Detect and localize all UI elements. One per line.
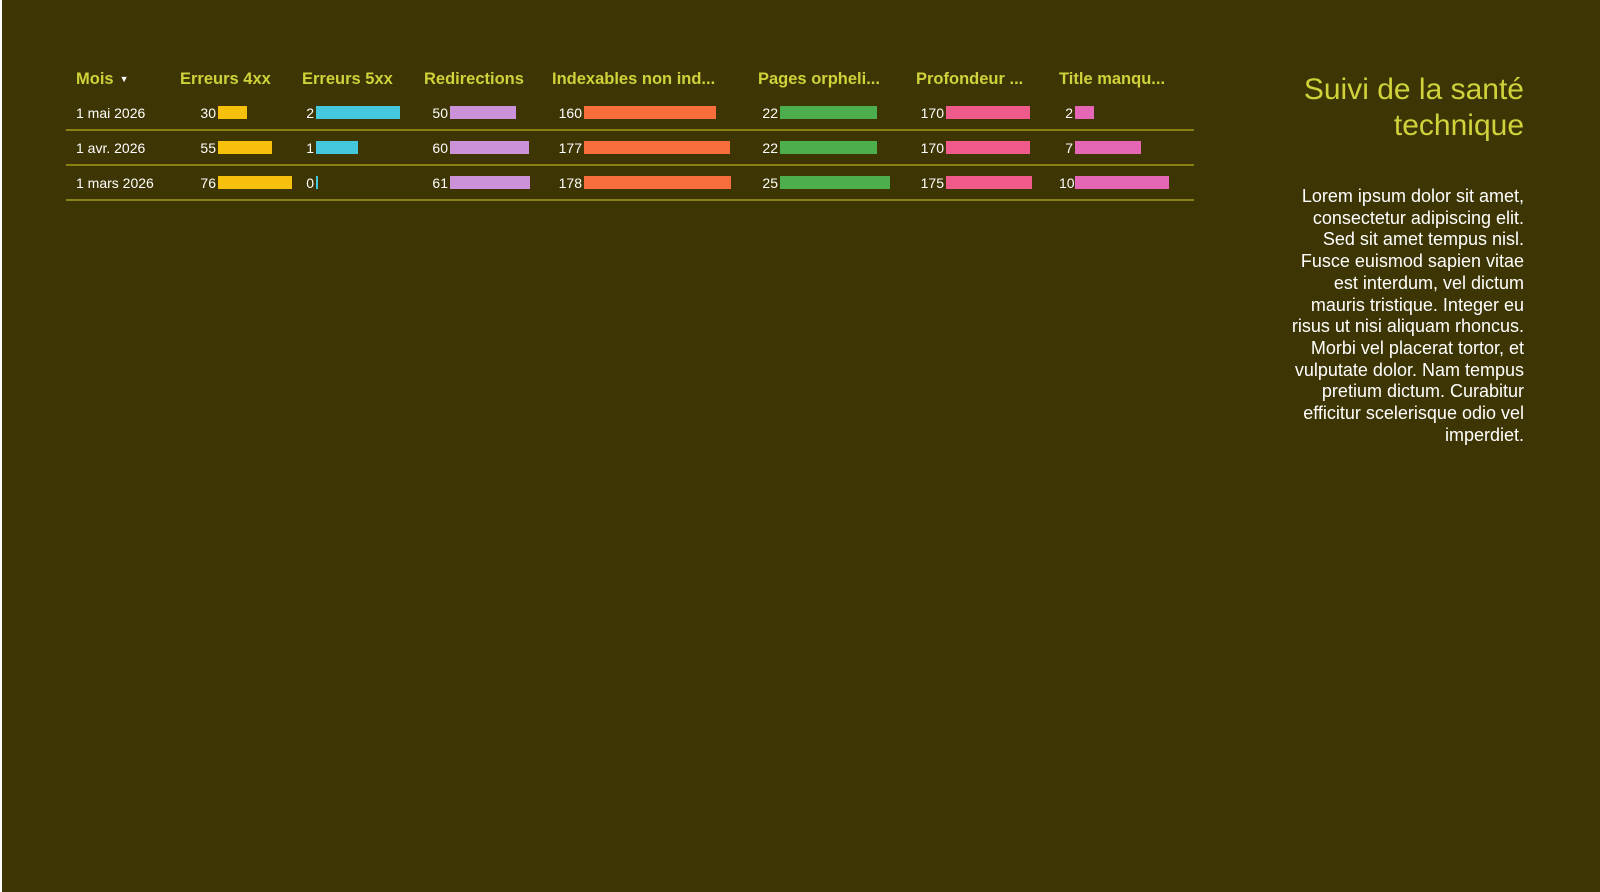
column-header-3[interactable]: Redirections: [414, 62, 542, 96]
column-header-label: Mois: [76, 69, 114, 88]
metric-cell: 22: [748, 96, 906, 131]
column-header-label: Title manqu...: [1059, 69, 1166, 88]
column-header-6[interactable]: Profondeur ...: [906, 62, 1049, 96]
data-label: 25: [762, 174, 778, 191]
table-row[interactable]: 1 mai 2026 30 2 50 160 22 170 2: [66, 96, 1194, 131]
column-header-label: Erreurs 4xx: [180, 69, 271, 88]
data-bar: [1075, 176, 1169, 189]
data-label: 22: [762, 139, 778, 156]
table-row[interactable]: 1 avr. 2026 55 1 60 177 22 170 7: [66, 130, 1194, 166]
data-bar: [450, 106, 516, 119]
metric-cell: 170: [906, 130, 1049, 166]
data-label: 175: [920, 174, 944, 191]
data-label: 50: [432, 104, 448, 121]
data-bar: [218, 176, 292, 189]
data-label: 30: [200, 104, 216, 121]
data-bar: [946, 106, 1030, 119]
month-cell: 1 mars 2026: [66, 165, 170, 201]
data-label: 178: [558, 174, 582, 191]
column-header-label: Pages orpheli...: [758, 69, 880, 88]
column-header-label: Erreurs 5xx: [302, 69, 393, 88]
column-header-7[interactable]: Title manqu...: [1049, 62, 1194, 96]
data-bar: [316, 176, 318, 189]
data-bar: [780, 106, 877, 119]
data-label: 170: [920, 104, 944, 121]
metric-cell: 7: [1049, 130, 1194, 166]
data-label: 2: [1065, 104, 1073, 121]
metric-cell: 60: [414, 130, 542, 166]
metric-cell: 10: [1049, 165, 1194, 201]
metric-cell: 30: [170, 96, 292, 131]
column-header-2[interactable]: Erreurs 5xx: [292, 62, 414, 96]
column-header-label: Indexables non ind...: [552, 69, 716, 88]
metric-cell: 22: [748, 130, 906, 166]
panel-title: Suivi de la santé technique: [1303, 73, 1524, 142]
data-bar: [584, 176, 731, 189]
data-label: 55: [200, 139, 216, 156]
metric-cell: 0: [292, 165, 414, 201]
data-bar: [584, 141, 731, 154]
metric-cell: 175: [906, 165, 1049, 201]
metric-cell: 61: [414, 165, 542, 201]
column-header-label: Redirections: [424, 69, 524, 88]
data-bar: [1075, 141, 1141, 154]
month-cell: 1 avr. 2026: [66, 130, 170, 166]
table-body: 1 mai 2026 30 2 50 160 22 170 2 1 avr. 2026 55 1 60…: [66, 96, 1194, 201]
data-label: 2: [306, 104, 314, 121]
data-bar: [316, 141, 358, 154]
data-bar: [218, 141, 272, 154]
column-header-4[interactable]: Indexables non ind...: [542, 62, 748, 96]
data-bar: [450, 176, 530, 189]
data-label: 177: [558, 139, 582, 156]
data-bar: [1075, 106, 1094, 119]
metric-cell: 160: [542, 96, 748, 131]
metric-cell: 2: [1049, 96, 1194, 131]
data-bar: [450, 141, 529, 154]
data-bar: [780, 176, 890, 189]
metric-cell: 25: [748, 165, 906, 201]
data-table: Mois ▼ Erreurs 4xx Erreurs 5xx Redirections I…: [66, 62, 1194, 201]
metric-cell: 55: [170, 130, 292, 166]
column-header-month[interactable]: Mois ▼: [66, 62, 170, 96]
data-bar: [218, 106, 248, 119]
metric-cell: 170: [906, 96, 1049, 131]
panel-description: Lorem ipsum dolor sit amet, consectetur …: [1291, 186, 1524, 445]
metric-cell: 177: [542, 130, 748, 166]
data-bar: [946, 176, 1032, 189]
metric-cell: 76: [170, 165, 292, 201]
data-label: 0: [306, 174, 314, 191]
sort-descending-icon[interactable]: ▼: [119, 73, 129, 84]
data-bar: [946, 141, 1030, 154]
data-bar: [780, 141, 877, 154]
health-table: Mois ▼ Erreurs 4xx Erreurs 5xx Redirections I…: [66, 62, 1194, 201]
data-label: 76: [200, 174, 216, 191]
data-label: 60: [432, 139, 448, 156]
table-row[interactable]: 1 mars 2026 76 0 61 178 25 175 10: [66, 165, 1194, 201]
window-edge: [0, 0, 2, 892]
metric-cell: 1: [292, 130, 414, 166]
column-header-label: Profondeur ...: [916, 69, 1024, 88]
data-label: 160: [558, 104, 582, 121]
data-label: 1: [306, 139, 314, 156]
data-bar: [316, 106, 400, 119]
data-bar: [584, 106, 717, 119]
metric-cell: 178: [542, 165, 748, 201]
data-label: 22: [762, 104, 778, 121]
header-row: Mois ▼ Erreurs 4xx Erreurs 5xx Redirections I…: [66, 62, 1194, 96]
month-cell: 1 mai 2026: [66, 96, 170, 131]
data-label: 7: [1065, 139, 1073, 156]
metric-cell: 2: [292, 96, 414, 131]
metric-cell: 50: [414, 96, 542, 131]
data-label: 170: [920, 139, 944, 156]
column-header-1[interactable]: Erreurs 4xx: [170, 62, 292, 96]
data-label: 10: [1059, 174, 1075, 191]
data-label: 61: [432, 174, 448, 191]
column-header-5[interactable]: Pages orpheli...: [748, 62, 906, 96]
